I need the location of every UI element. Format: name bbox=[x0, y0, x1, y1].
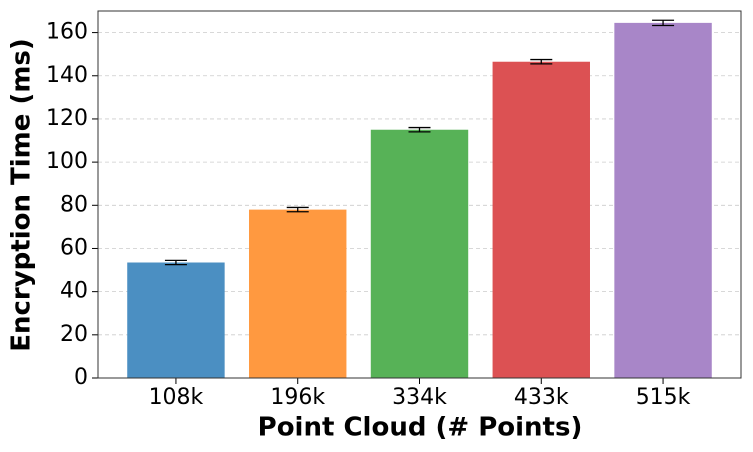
y-tick-label: 40 bbox=[60, 279, 88, 304]
error-bar bbox=[286, 206, 309, 213]
bar bbox=[614, 22, 712, 378]
x-tick-label: 196k bbox=[270, 385, 325, 410]
y-tick-label: 0 bbox=[74, 365, 88, 390]
error-bar bbox=[652, 19, 675, 27]
y-tick-label: 120 bbox=[46, 106, 88, 131]
x-axis-label: Point Cloud (# Points) bbox=[258, 413, 583, 443]
y-tick-label: 100 bbox=[46, 149, 88, 174]
x-tick-label: 108k bbox=[149, 385, 204, 410]
plot-frame bbox=[97, 10, 742, 379]
x-tick-label: 334k bbox=[392, 385, 447, 410]
x-tick-label: 433k bbox=[514, 385, 569, 410]
y-tick-label: 80 bbox=[60, 192, 88, 217]
bar bbox=[370, 129, 469, 378]
bar bbox=[249, 209, 347, 378]
error-bar bbox=[164, 259, 187, 266]
bar bbox=[492, 61, 590, 378]
bar bbox=[127, 262, 225, 378]
error-bar bbox=[408, 126, 431, 133]
y-axis-label: Encryption Time (ms) bbox=[7, 38, 37, 352]
y-tick-label: 60 bbox=[60, 235, 88, 260]
error-bar bbox=[530, 58, 553, 65]
y-tick-label: 140 bbox=[46, 63, 88, 88]
y-tick-label: 160 bbox=[46, 20, 88, 45]
y-tick-label: 20 bbox=[60, 322, 88, 347]
x-tick-label: 515k bbox=[636, 385, 691, 410]
